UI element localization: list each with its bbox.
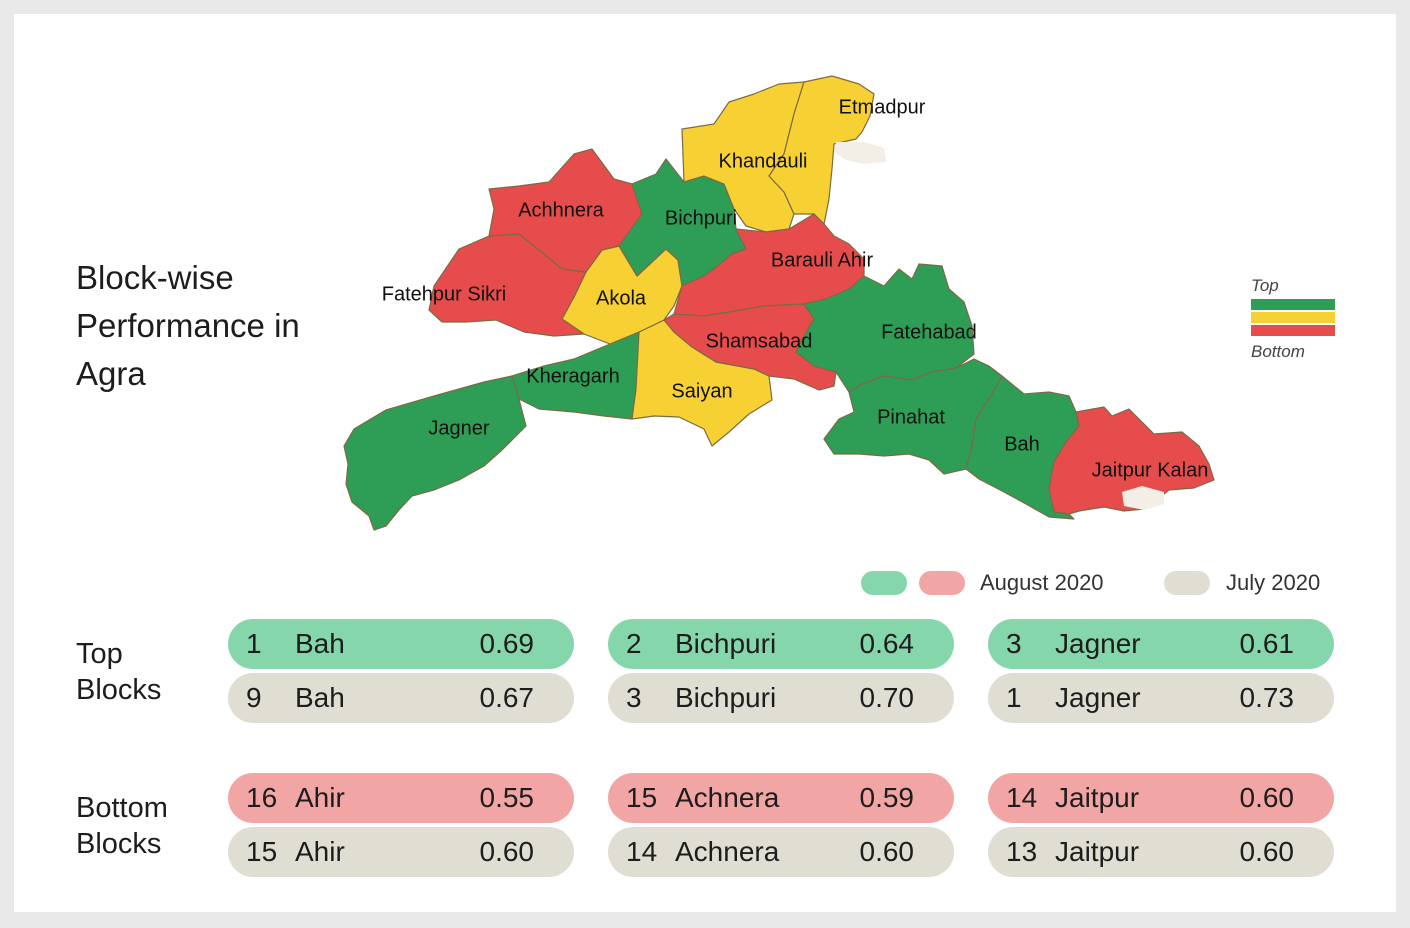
map-label-pinahat: Pinahat [877,406,945,428]
pill-block-name: Jaitpur [1055,836,1140,867]
page-title: Block-wise Performance in Agra [76,259,300,392]
pill-score: 0.60 [1239,836,1295,867]
top-blocks-label: Top Blocks [76,636,161,708]
pill-score: 0.60 [1239,782,1295,813]
pill-score: 0.60 [479,836,535,867]
pill-score: 0.60 [859,836,915,867]
legend-august-label: August 2020 [980,570,1104,595]
bottom-july-pill-3: 13 Jaitpur 0.60 [988,827,1334,877]
pill-block-name: Bah [295,682,345,713]
pill-rank: 15 [626,782,658,813]
map-label-bichpuri: Bichpuri [665,207,737,229]
bottom-july-pill-2: 14 Achnera 0.60 [608,827,954,877]
pill-score: 0.67 [479,682,535,713]
legend-swatch-august-green [861,571,907,595]
map-label-jagner: Jagner [428,417,489,439]
pill-rank: 3 [626,682,642,713]
map-patch-southeast [1122,486,1164,510]
map-label-jaitpur-kalan: Jaitpur Kalan [1092,459,1209,481]
pill-block-name: Ahir [295,836,345,867]
map-label-saiyan: Saiyan [671,380,732,402]
pill-score: 0.61 [1239,628,1295,659]
pill-rank: 14 [626,836,658,867]
pill-score: 0.70 [859,682,915,713]
pill-block-name: Jagner [1055,628,1141,659]
pill-block-name: Jaitpur [1055,782,1140,813]
map-label-kheragarh: Kheragarh [526,365,619,387]
pill-block-name: Achnera [675,782,780,813]
pill-rank: 2 [626,628,642,659]
pill-block-name: Jagner [1055,682,1141,713]
map-label-fatehpur-sikri: Fatehpur Sikri [382,283,507,305]
scale-bar-top [1251,299,1335,310]
scale-bar-middle [1251,312,1335,323]
scale-bottom-label: Bottom [1251,342,1305,361]
bottom-august-pill-1: 16 Ahir 0.55 [228,773,574,823]
map-region-jagner[interactable] [343,375,527,531]
top-july-pill-1: 9 Bah 0.67 [228,673,574,723]
scale-bar-bottom [1251,325,1335,336]
map-label-bah: Bah [1004,433,1040,455]
top-blocks-label-line1: Top [76,638,123,670]
top-blocks-label-line2: Blocks [76,674,162,706]
bottom-blocks-label-line1: Bottom [76,792,168,824]
bottom-august-pill-3: 14 Jaitpur 0.60 [988,773,1334,823]
map-region-etmadpur[interactable] [768,75,875,225]
legend-july-label: July 2020 [1226,570,1321,595]
map-label-etmadpur: Etmadpur [839,96,926,118]
bottom-august-pill-2: 15 Achnera 0.59 [608,773,954,823]
pill-score: 0.59 [859,782,915,813]
pill-rank: 9 [246,682,262,713]
pill-block-name: Ahir [295,782,345,813]
bottom-july-pill-1: 15 Ahir 0.60 [228,827,574,877]
pill-score: 0.55 [479,782,535,813]
map-label-khandauli: Khandauli [719,150,808,172]
legend-swatch-july [1164,571,1210,595]
legend-swatch-august-red [919,571,965,595]
infographic-card: Block-wise Performance in Agra [14,14,1396,912]
map-region-shamsabad[interactable] [663,303,837,391]
map-label-barauli-ahir: Barauli Ahir [771,249,874,271]
map-patch-north [834,142,886,164]
map-label-akola: Akola [596,287,647,309]
agra-block-map: Etmadpur Khandauli Achhnera Bichpuri Barauli… [343,75,1215,531]
pill-rank: 16 [246,782,278,813]
map-label-achhnera: Achhnera [518,199,604,221]
top-july-pill-2: 3 Bichpuri 0.70 [608,673,954,723]
pill-block-name: Bichpuri [675,628,777,659]
top-august-pill-1: 1 Bah 0.69 [228,619,574,669]
pill-rank: 1 [246,628,262,659]
top-august-pill-3: 3 Jagner 0.61 [988,619,1334,669]
pill-score: 0.73 [1239,682,1295,713]
pill-score: 0.64 [859,628,915,659]
scale-top-label: Top [1251,276,1279,295]
pill-rank: 13 [1006,836,1038,867]
pill-rank: 15 [246,836,278,867]
pill-rank: 14 [1006,782,1038,813]
map-label-shamsabad: Shamsabad [706,330,813,352]
top-august-pill-2: 2 Bichpuri 0.64 [608,619,954,669]
color-scale: Top Bottom [1251,276,1337,362]
pill-block-name: Bichpuri [675,682,777,713]
pill-block-name: Achnera [675,836,780,867]
bottom-blocks-label: Bottom Blocks [76,790,168,862]
period-legend: August 2020 July 2020 [14,570,1396,600]
pill-rank: 1 [1006,682,1022,713]
pill-score: 0.69 [479,628,535,659]
top-july-pill-3: 1 Jagner 0.73 [988,673,1334,723]
pill-block-name: Bah [295,628,345,659]
pill-rank: 3 [1006,628,1022,659]
map-label-fatehabad: Fatehabad [881,321,977,343]
bottom-blocks-label-line2: Blocks [76,828,162,860]
